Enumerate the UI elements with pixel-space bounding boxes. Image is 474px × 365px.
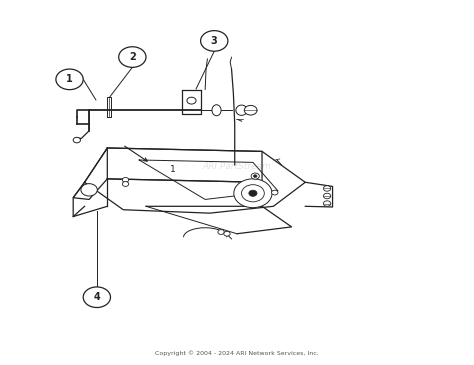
Circle shape <box>224 231 230 236</box>
Ellipse shape <box>212 105 221 116</box>
Circle shape <box>323 186 331 191</box>
Text: 3: 3 <box>211 36 218 46</box>
Circle shape <box>251 173 259 179</box>
Circle shape <box>218 230 224 234</box>
Text: Copyright © 2004 - 2024 ARI Network Services, Inc.: Copyright © 2004 - 2024 ARI Network Serv… <box>155 350 319 356</box>
Circle shape <box>234 179 272 208</box>
Text: ARI PartStream: ARI PartStream <box>202 162 272 171</box>
Circle shape <box>242 185 264 202</box>
Circle shape <box>83 287 110 307</box>
Circle shape <box>81 184 97 196</box>
Circle shape <box>187 97 196 104</box>
Circle shape <box>122 182 129 187</box>
Circle shape <box>201 31 228 51</box>
Text: 1: 1 <box>66 74 73 84</box>
Text: 2: 2 <box>129 52 136 62</box>
Ellipse shape <box>236 105 247 115</box>
Text: 1: 1 <box>171 165 176 174</box>
Circle shape <box>56 69 83 90</box>
Circle shape <box>272 190 278 195</box>
Circle shape <box>249 190 257 196</box>
Circle shape <box>118 47 146 68</box>
Text: 4: 4 <box>93 292 100 302</box>
Circle shape <box>122 177 129 182</box>
Circle shape <box>323 201 331 206</box>
Circle shape <box>254 175 257 177</box>
Ellipse shape <box>244 105 257 115</box>
Circle shape <box>323 193 331 199</box>
Circle shape <box>73 137 81 143</box>
